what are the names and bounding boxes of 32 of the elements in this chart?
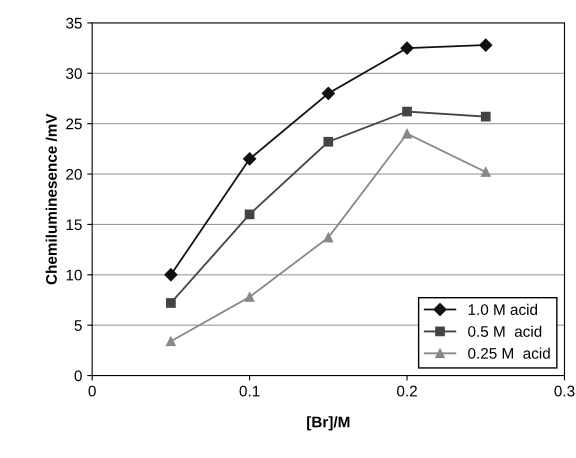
point bbox=[244, 292, 254, 302]
x-axis-title: [Br]/M bbox=[307, 416, 350, 430]
point bbox=[402, 106, 412, 116]
x-tick-label: 0.1 bbox=[240, 386, 260, 397]
legend-label: 0.25 M acid bbox=[468, 348, 550, 359]
point bbox=[243, 152, 256, 166]
point bbox=[323, 136, 334, 147]
point bbox=[166, 336, 176, 346]
y-tick-label: 10 bbox=[66, 270, 82, 280]
y-tick-label: 30 bbox=[66, 68, 82, 79]
point bbox=[479, 38, 492, 52]
y-tick-label: 15 bbox=[66, 219, 82, 230]
y-tick-label: 5 bbox=[74, 320, 82, 331]
y-tick-label: 25 bbox=[66, 118, 82, 130]
y-tick-label: 20 bbox=[66, 168, 82, 180]
point bbox=[400, 42, 414, 55]
legend-label: 1.0 M acid bbox=[468, 304, 538, 316]
point bbox=[480, 112, 491, 122]
point bbox=[480, 167, 491, 177]
y-axis-title: Chemiluminesence /mV bbox=[46, 114, 58, 284]
point bbox=[322, 86, 335, 100]
x-tick-label: 0 bbox=[88, 386, 96, 397]
y-tick-label: 35 bbox=[66, 18, 82, 29]
y-tick-label: 0 bbox=[74, 370, 82, 382]
point bbox=[323, 232, 334, 242]
point bbox=[244, 209, 254, 220]
x-tick-label: 0.2 bbox=[397, 386, 417, 397]
point bbox=[164, 268, 178, 282]
legend-label: 0.5 M acid bbox=[468, 326, 542, 337]
x-tick-label: 0.3 bbox=[554, 386, 574, 397]
point bbox=[402, 128, 412, 139]
point bbox=[166, 298, 176, 308]
